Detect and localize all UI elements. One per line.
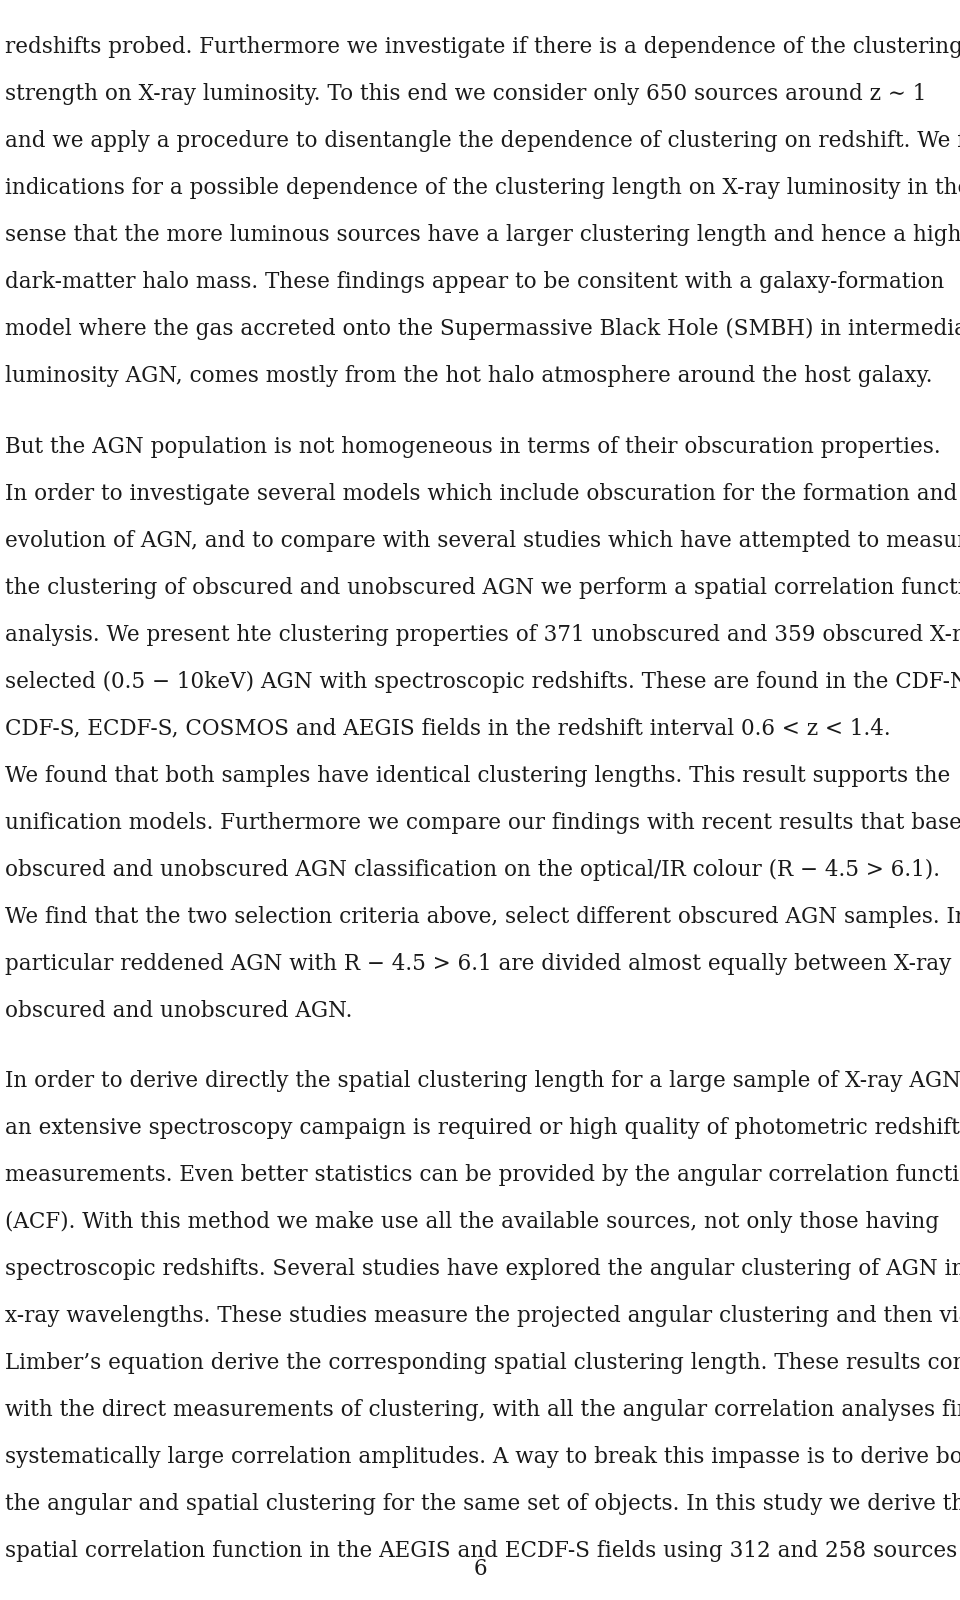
- Text: obscured and unobscured AGN classification on the optical/IR colour (R − 4.5 > 6: obscured and unobscured AGN classificati…: [5, 859, 940, 880]
- Text: measurements. Even better statistics can be provided by the angular correlation : measurements. Even better statistics can…: [5, 1165, 960, 1186]
- Text: spatial correlation function in the AEGIS and ECDF-S fields using 312 and 258 so: spatial correlation function in the AEGI…: [5, 1541, 957, 1562]
- Text: We found that both samples have identical clustering lengths. This result suppor: We found that both samples have identica…: [5, 765, 950, 787]
- Text: selected (0.5 − 10keV) AGN with spectroscopic redshifts. These are found in the : selected (0.5 − 10keV) AGN with spectros…: [5, 670, 960, 693]
- Text: systematically large correlation amplitudes. A way to break this impasse is to d: systematically large correlation amplitu…: [5, 1446, 960, 1469]
- Text: indications for a possible dependence of the clustering length on X-ray luminosi: indications for a possible dependence of…: [5, 178, 960, 200]
- Text: the angular and spatial clustering for the same set of objects. In this study we: the angular and spatial clustering for t…: [5, 1493, 960, 1515]
- Text: (ACF). With this method we make use all the available sources, not only those ha: (ACF). With this method we make use all …: [5, 1211, 939, 1234]
- Text: luminosity AGN, comes mostly from the hot halo atmosphere around the host galaxy: luminosity AGN, comes mostly from the ho…: [5, 365, 932, 387]
- Text: spectroscopic redshifts. Several studies have explored the angular clustering of: spectroscopic redshifts. Several studies…: [5, 1258, 960, 1280]
- Text: with the direct measurements of clustering, with all the angular correlation ana: with the direct measurements of clusteri…: [5, 1400, 960, 1421]
- Text: particular reddened AGN with R − 4.5 > 6.1 are divided almost equally between X-: particular reddened AGN with R − 4.5 > 6…: [5, 952, 951, 974]
- Text: unification models. Furthermore we compare our findings with recent results that: unification models. Furthermore we compa…: [5, 811, 960, 834]
- Text: evolution of AGN, and to compare with several studies which have attempted to me: evolution of AGN, and to compare with se…: [5, 530, 960, 552]
- Text: In order to investigate several models which include obscuration for the formati: In order to investigate several models w…: [5, 483, 957, 504]
- Text: sense that the more luminous sources have a larger clustering length and hence a: sense that the more luminous sources hav…: [5, 224, 960, 246]
- Text: But the AGN population is not homogeneous in terms of their obscuration properti: But the AGN population is not homogeneou…: [5, 435, 941, 458]
- Text: Limber’s equation derive the corresponding spatial clustering length. These resu: Limber’s equation derive the correspondi…: [5, 1352, 960, 1374]
- Text: 6: 6: [473, 1558, 487, 1581]
- Text: an extensive spectroscopy campaign is required or high quality of photometric re: an extensive spectroscopy campaign is re…: [5, 1117, 960, 1139]
- Text: the clustering of obscured and unobscured AGN we perform a spatial correlation f: the clustering of obscured and unobscure…: [5, 576, 960, 598]
- Text: analysis. We present hte clustering properties of 371 unobscured and 359 obscure: analysis. We present hte clustering prop…: [5, 624, 960, 646]
- Text: In order to derive directly the spatial clustering length for a large sample of : In order to derive directly the spatial …: [5, 1070, 960, 1093]
- Text: obscured and unobscured AGN.: obscured and unobscured AGN.: [5, 1000, 352, 1022]
- Text: and we apply a procedure to disentangle the dependence of clustering on redshift: and we apply a procedure to disentangle …: [5, 130, 960, 152]
- Text: model where the gas accreted onto the Supermassive Black Hole (SMBH) in intermed: model where the gas accreted onto the Su…: [5, 318, 960, 341]
- Text: x-ray wavelengths. These studies measure the projected angular clustering and th: x-ray wavelengths. These studies measure…: [5, 1306, 960, 1328]
- Text: dark-matter halo mass. These findings appear to be consitent with a galaxy-forma: dark-matter halo mass. These findings ap…: [5, 272, 945, 293]
- Text: strength on X-ray luminosity. To this end we consider only 650 sources around z : strength on X-ray luminosity. To this en…: [5, 83, 926, 106]
- Text: CDF-S, ECDF-S, COSMOS and AEGIS fields in the redshift interval 0.6 < z < 1.4.: CDF-S, ECDF-S, COSMOS and AEGIS fields i…: [5, 718, 891, 739]
- Text: We find that the two selection criteria above, select different obscured AGN sam: We find that the two selection criteria …: [5, 906, 960, 928]
- Text: redshifts probed. Furthermore we investigate if there is a dependence of the clu: redshifts probed. Furthermore we investi…: [5, 37, 960, 58]
